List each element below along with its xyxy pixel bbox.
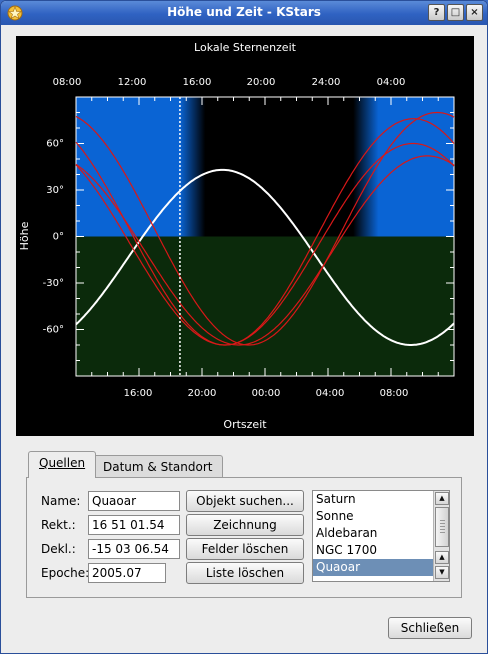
plot-button[interactable]: Zeichnung — [186, 514, 304, 536]
sources-panel: Name: Rekt.: Dekl.: Epoche: Objekt suche… — [26, 477, 462, 598]
tab-date-location[interactable]: Datum & Standort — [92, 455, 224, 479]
scroll-up-icon-lower[interactable]: ▲ — [435, 551, 449, 564]
below-horizon-region — [76, 236, 454, 376]
bottom-tick-label: 08:00 — [380, 388, 409, 399]
list-item[interactable]: Aldebaran — [316, 526, 378, 540]
ra-field[interactable] — [88, 515, 180, 535]
y-tick-label: 60° — [46, 139, 64, 150]
y-axis-label: Höhe — [18, 221, 31, 250]
altitude-curve-aldebaran — [75, 142, 455, 346]
plot-border — [75, 96, 455, 377]
altitude-curve-saturn — [75, 111, 455, 346]
maximize-button[interactable]: □ — [447, 4, 464, 21]
find-object-button[interactable]: Objekt suchen... — [186, 490, 304, 512]
grip-icon — [440, 520, 445, 535]
scroll-thumb[interactable] — [435, 507, 449, 547]
altitude-curve-ngc-1700 — [75, 155, 455, 346]
bottom-tick-label: 16:00 — [124, 388, 153, 399]
tab-date-location-label: Datum & Standort — [103, 460, 213, 474]
close-button[interactable]: Schließen — [388, 617, 472, 639]
kstars-app-icon[interactable] — [6, 4, 24, 22]
dec-field[interactable] — [88, 539, 180, 559]
top-tick-label: 04:00 — [377, 77, 406, 88]
ra-label: Rekt.: — [41, 518, 76, 532]
sky-region — [76, 97, 454, 237]
bottom-tick-label: 20:00 — [188, 388, 217, 399]
top-tick-label: 08:00 — [53, 77, 82, 88]
bottom-tick-label: 00:00 — [252, 388, 281, 399]
list-item-selected[interactable]: Quaoar — [313, 559, 433, 576]
y-tick-label: 0° — [53, 232, 64, 243]
top-tick-label: 24:00 — [312, 77, 341, 88]
plot-canvas: Lokale Sternenzeit Ortszeit Höhe 08:00 12:00… — [18, 41, 455, 431]
tab-widget: Quellen Datum & Standort Name: Rekt.: De… — [26, 451, 464, 599]
list-scrollbar[interactable]: ▲ ▲ ▼ — [433, 491, 449, 581]
dec-label: Dekl.: — [41, 542, 76, 556]
bottom-tick-label: 04:00 — [316, 388, 345, 399]
name-field[interactable] — [88, 491, 180, 511]
epoch-field[interactable] — [88, 563, 166, 583]
scroll-down-icon[interactable]: ▼ — [435, 566, 449, 579]
top-tick-label: 20:00 — [247, 77, 276, 88]
tab-sources-label: Quellen — [39, 456, 86, 470]
window-title: Höhe und Zeit - KStars — [167, 5, 321, 19]
top-axis-label: Lokale Sternenzeit — [194, 41, 297, 54]
altitude-time-plot[interactable]: Lokale Sternenzeit Ortszeit Höhe 08:00 12:00… — [16, 36, 474, 436]
name-label: Name: — [41, 494, 81, 508]
clear-list-button[interactable]: Liste löschen — [186, 562, 304, 584]
close-window-button[interactable]: × — [466, 4, 483, 21]
y-tick-label: -30° — [43, 278, 64, 289]
altitude-curve-sonne — [75, 118, 455, 346]
epoch-label: Epoche: — [41, 566, 90, 580]
object-list[interactable]: Saturn Sonne Aldebaran NGC 1700 Quaoar ▲… — [312, 490, 450, 582]
clear-fields-button[interactable]: Felder löschen — [186, 538, 304, 560]
tab-sources[interactable]: Quellen — [28, 451, 97, 478]
top-tick-label: 16:00 — [183, 77, 212, 88]
scroll-up-icon[interactable]: ▲ — [435, 492, 449, 505]
top-tick-label: 12:00 — [118, 77, 147, 88]
help-button[interactable]: ? — [428, 4, 445, 21]
x-axis-label: Ortszeit — [223, 418, 267, 431]
list-item[interactable]: NGC 1700 — [316, 543, 378, 557]
y-tick-label: 30° — [46, 185, 64, 196]
list-item[interactable]: Saturn — [316, 492, 356, 506]
y-tick-label: -60° — [43, 325, 64, 336]
title-bar[interactable]: Höhe und Zeit - KStars ? □ × — [1, 1, 487, 25]
list-item[interactable]: Sonne — [316, 509, 354, 523]
